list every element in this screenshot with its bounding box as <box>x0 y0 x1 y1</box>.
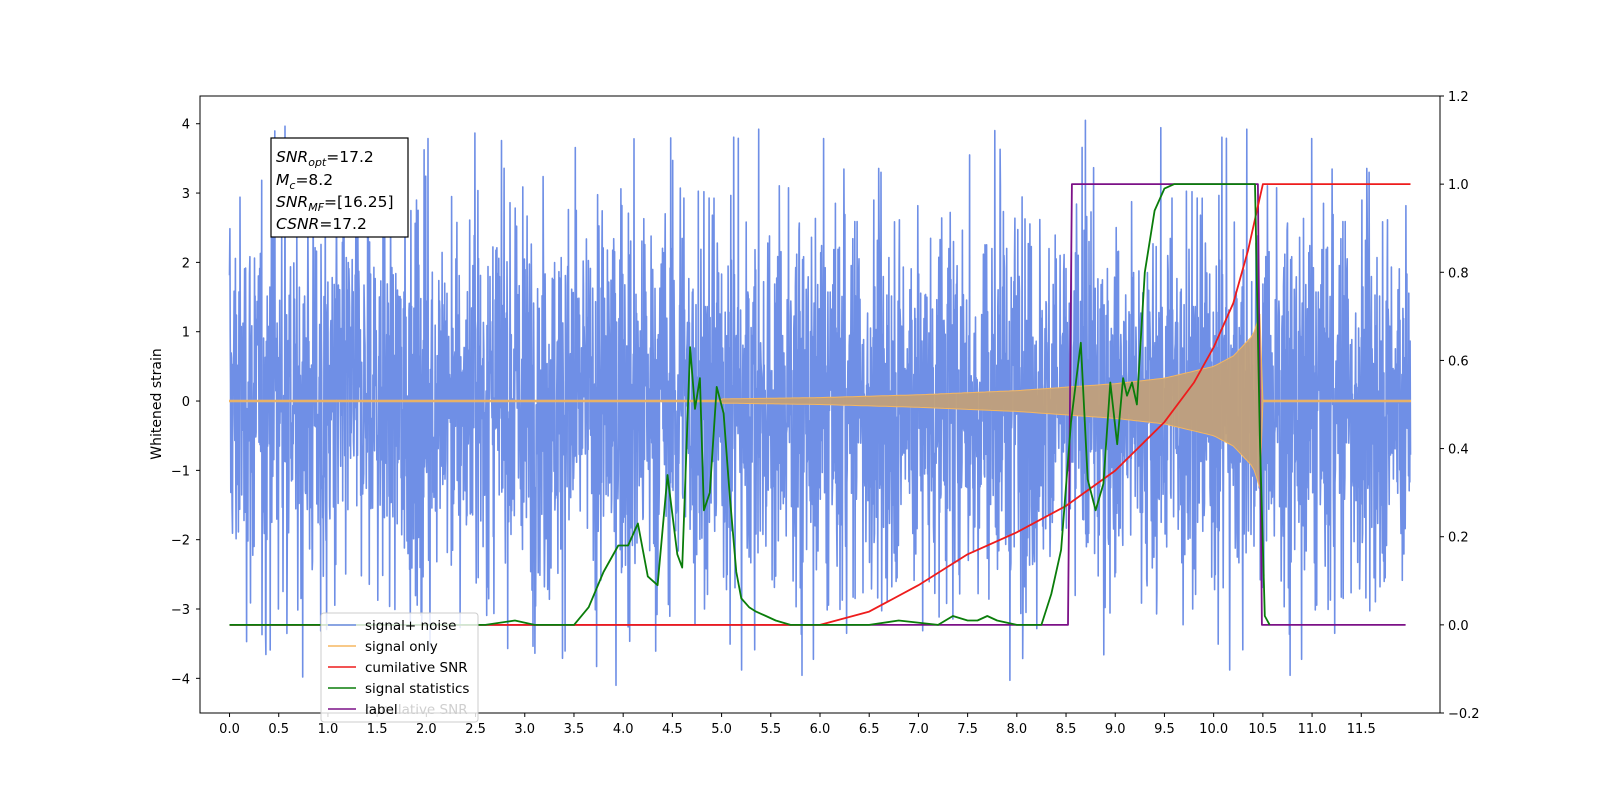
x-tick-label: 6.0 <box>810 722 831 737</box>
series-cumulative-snr <box>229 183 1411 626</box>
x-tick-label: 0.0 <box>219 722 240 737</box>
x-tick-label: 0.5 <box>268 722 289 737</box>
x-tick-label: 11.5 <box>1347 722 1376 737</box>
x-tick-label: 5.0 <box>711 722 732 737</box>
right-y-tick-label: 0.6 <box>1448 354 1469 369</box>
x-tick-label: 4.5 <box>662 722 683 737</box>
annotation-csnr: CSNR=17.2 <box>276 215 367 233</box>
y-axis-label: Whitened strain <box>149 348 165 459</box>
left-y-axis: 4 3 2 1 0 −1 −2 −3 −4 <box>171 118 200 687</box>
x-axis: 0.0 0.5 1.0 1.5 2.0 2.5 3.0 3.5 4.0 4.5 5.0 5.5 6.0 6… <box>219 713 1376 737</box>
x-tick-label: 11.0 <box>1298 722 1327 737</box>
x-tick-label: 2.0 <box>416 722 437 737</box>
legend-ghost-text: cumilative SNR <box>365 702 468 718</box>
series-signal-statistics <box>229 183 1271 626</box>
legend-label-csnr: cumilative SNR <box>365 660 468 676</box>
legend-label-label: label <box>365 702 398 718</box>
left-y-tick-label: 2 <box>182 256 190 271</box>
right-y-tick-label: 0.8 <box>1448 266 1469 281</box>
series-label <box>229 183 1406 626</box>
right-y-tick-label: 0.0 <box>1448 619 1469 634</box>
annotation-frame <box>270 137 409 238</box>
legend-label-signal: signal only <box>365 639 438 655</box>
right-y-tick-label: −0.2 <box>1448 707 1480 722</box>
annotation-snr-opt: SNRopt=17.2 <box>276 148 374 169</box>
x-tick-label: 7.5 <box>957 722 978 737</box>
x-tick-label: 8.0 <box>1006 722 1027 737</box>
x-tick-label: 5.5 <box>760 722 781 737</box>
plot-area <box>228 119 1412 687</box>
right-y-tick-label: 0.2 <box>1448 531 1469 546</box>
legend-label-noise: signal+ noise <box>365 618 456 634</box>
right-y-axis: 1.2 1.0 0.8 0.6 0.4 0.2 0.0 −0.2 <box>1440 90 1480 722</box>
x-tick-label: 3.0 <box>514 722 535 737</box>
x-tick-label: 8.5 <box>1056 722 1077 737</box>
x-tick-label: 10.5 <box>1248 722 1277 737</box>
left-y-tick-label: 4 <box>182 118 190 133</box>
annotation-box: SNRopt=17.2 Mc=8.2 SNRMF=[16.25] CSNR=17… <box>270 137 409 238</box>
x-tick-label: 4.0 <box>613 722 634 737</box>
right-y-tick-label: 0.4 <box>1448 443 1469 458</box>
legend-label-stat: signal statistics <box>365 681 469 697</box>
annotation-snr-mf: SNRMF=[16.25] <box>276 193 394 214</box>
left-y-tick-label: 1 <box>182 326 190 341</box>
left-y-tick-label: −2 <box>171 534 190 549</box>
x-tick-label: 3.5 <box>564 722 585 737</box>
legend-frame <box>320 612 479 723</box>
left-y-tick-label: −1 <box>171 464 190 479</box>
annotation-chirp-mass: Mc=8.2 <box>276 171 333 192</box>
x-tick-label: 6.5 <box>859 722 880 737</box>
x-tick-label: 1.0 <box>318 722 339 737</box>
x-tick-label: 1.5 <box>367 722 388 737</box>
left-y-tick-label: −4 <box>171 672 190 687</box>
x-tick-label: 7.0 <box>908 722 929 737</box>
right-y-tick-label: 1.0 <box>1448 178 1469 193</box>
legend: signal+ noise signal only cumilative SNR… <box>320 612 479 723</box>
x-tick-label: 2.5 <box>465 722 486 737</box>
right-y-tick-label: 1.2 <box>1448 90 1469 105</box>
series-signal-only <box>229 313 1411 489</box>
x-tick-label: 10.0 <box>1199 722 1228 737</box>
x-tick-label: 9.0 <box>1105 722 1126 737</box>
x-tick-label: 9.5 <box>1154 722 1175 737</box>
left-y-tick-label: −3 <box>171 603 190 618</box>
series-signal-noise <box>228 119 1412 687</box>
left-y-tick-label: 3 <box>182 187 190 202</box>
left-y-tick-label: 0 <box>182 395 190 410</box>
